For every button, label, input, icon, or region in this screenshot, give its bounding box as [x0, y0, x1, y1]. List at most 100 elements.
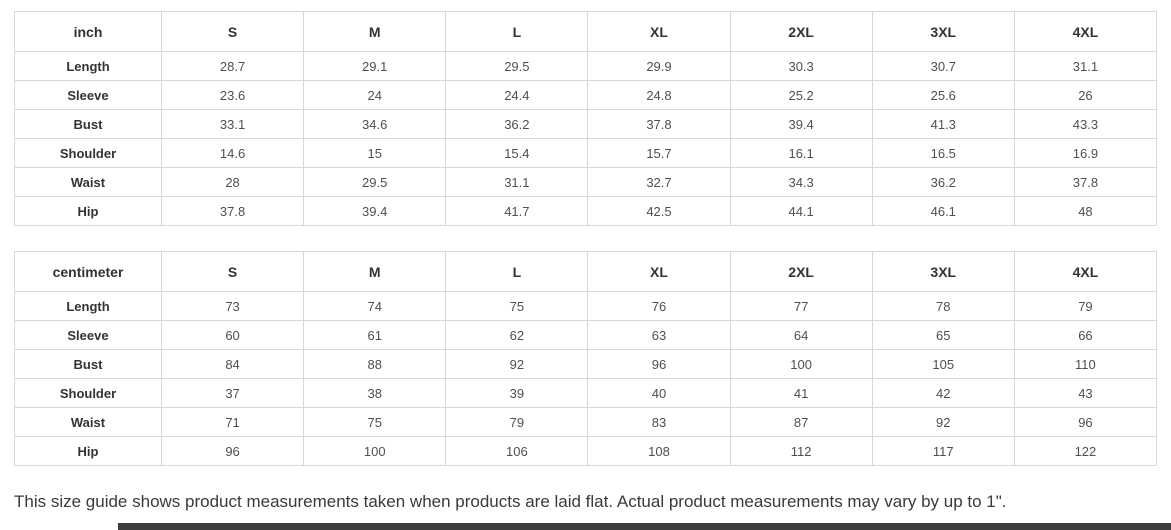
value-cell: 65: [871, 320, 1015, 350]
value-cell: 29.1: [303, 51, 447, 81]
value-cell: 36.2: [871, 167, 1015, 197]
measurement-row: Hip 96 100 106 108 112 117 122: [14, 436, 1158, 466]
value-cell: 79: [1013, 291, 1158, 321]
value-cell: 41: [729, 378, 873, 408]
value-cell: 46.1: [871, 196, 1015, 226]
value-cell: 39.4: [729, 109, 873, 139]
measurement-row: Waist 71 75 79 83 87 92 96: [14, 407, 1158, 437]
value-cell: 28: [160, 167, 305, 197]
value-cell: 48: [1013, 196, 1158, 226]
measurement-row: Shoulder 37 38 39 40 41 42 43: [14, 378, 1158, 408]
measurement-row: Bust 33.1 34.6 36.2 37.8 39.4 41.3 43.3: [14, 109, 1158, 139]
value-cell: 73: [160, 291, 305, 321]
size-column-header: L: [445, 251, 589, 292]
value-cell: 96: [1013, 407, 1158, 437]
measurement-row: Length 28.7 29.1 29.5 29.9 30.3 30.7 31.1: [14, 51, 1158, 81]
value-cell: 40: [587, 378, 731, 408]
value-cell: 29.5: [303, 167, 447, 197]
value-cell: 43.3: [1013, 109, 1158, 139]
unit-header-cell: centimeter: [14, 251, 162, 292]
value-cell: 37.8: [1013, 167, 1158, 197]
size-column-header: M: [303, 11, 447, 52]
value-cell: 37: [160, 378, 305, 408]
value-cell: 24.8: [587, 80, 731, 110]
value-cell: 16.5: [871, 138, 1015, 168]
value-cell: 16.1: [729, 138, 873, 168]
value-cell: 84: [160, 349, 305, 379]
size-table-inch: inch S M L XL 2XL 3XL 4XL Length 28.7 29.1 29.5 29.9…: [14, 11, 1158, 226]
row-label-cell: Shoulder: [14, 378, 162, 408]
value-cell: 42: [871, 378, 1015, 408]
value-cell: 76: [587, 291, 731, 321]
value-cell: 25.2: [729, 80, 873, 110]
row-label-cell: Bust: [14, 349, 162, 379]
size-column-header: M: [303, 251, 447, 292]
value-cell: 39: [445, 378, 589, 408]
row-label-cell: Hip: [14, 436, 162, 466]
value-cell: 62: [445, 320, 589, 350]
size-column-header: XL: [587, 11, 731, 52]
value-cell: 100: [303, 436, 447, 466]
value-cell: 15.7: [587, 138, 731, 168]
row-label-cell: Length: [14, 51, 162, 81]
value-cell: 87: [729, 407, 873, 437]
size-column-header: S: [160, 251, 305, 292]
value-cell: 29.9: [587, 51, 731, 81]
value-cell: 41.3: [871, 109, 1015, 139]
value-cell: 71: [160, 407, 305, 437]
measurement-row: Waist 28 29.5 31.1 32.7 34.3 36.2 37.8: [14, 167, 1158, 197]
row-label-cell: Shoulder: [14, 138, 162, 168]
value-cell: 74: [303, 291, 447, 321]
size-guide-page: inch S M L XL 2XL 3XL 4XL Length 28.7 29.1 29.5 29.9…: [14, 11, 1158, 511]
value-cell: 64: [729, 320, 873, 350]
measurement-row: Hip 37.8 39.4 41.7 42.5 44.1 46.1 48: [14, 196, 1158, 226]
value-cell: 122: [1013, 436, 1158, 466]
value-cell: 75: [303, 407, 447, 437]
value-cell: 41.7: [445, 196, 589, 226]
measurement-row: Shoulder 14.6 15 15.4 15.7 16.1 16.5 16.9: [14, 138, 1158, 168]
size-column-header: 4XL: [1013, 251, 1158, 292]
row-label-cell: Hip: [14, 196, 162, 226]
size-table-centimeter: centimeter S M L XL 2XL 3XL 4XL Length 73 74 75 76 77…: [14, 251, 1158, 466]
value-cell: 26: [1013, 80, 1158, 110]
measurement-row: Sleeve 23.6 24 24.4 24.8 25.2 25.6 26: [14, 80, 1158, 110]
measurement-row: Length 73 74 75 76 77 78 79: [14, 291, 1158, 321]
size-column-header: S: [160, 11, 305, 52]
value-cell: 43: [1013, 378, 1158, 408]
value-cell: 15.4: [445, 138, 589, 168]
unit-header-cell: inch: [14, 11, 162, 52]
row-label-cell: Waist: [14, 407, 162, 437]
value-cell: 60: [160, 320, 305, 350]
value-cell: 24: [303, 80, 447, 110]
row-label-cell: Bust: [14, 109, 162, 139]
value-cell: 63: [587, 320, 731, 350]
size-column-header: 2XL: [729, 251, 873, 292]
size-column-header: L: [445, 11, 589, 52]
value-cell: 32.7: [587, 167, 731, 197]
value-cell: 36.2: [445, 109, 589, 139]
size-table-header-row: centimeter S M L XL 2XL 3XL 4XL: [14, 251, 1158, 292]
value-cell: 106: [445, 436, 589, 466]
size-table-header-row: inch S M L XL 2XL 3XL 4XL: [14, 11, 1158, 52]
value-cell: 112: [729, 436, 873, 466]
value-cell: 30.3: [729, 51, 873, 81]
value-cell: 75: [445, 291, 589, 321]
value-cell: 37.8: [587, 109, 731, 139]
value-cell: 29.5: [445, 51, 589, 81]
value-cell: 14.6: [160, 138, 305, 168]
value-cell: 78: [871, 291, 1015, 321]
value-cell: 34.6: [303, 109, 447, 139]
value-cell: 30.7: [871, 51, 1015, 81]
value-cell: 15: [303, 138, 447, 168]
value-cell: 38: [303, 378, 447, 408]
value-cell: 24.4: [445, 80, 589, 110]
value-cell: 61: [303, 320, 447, 350]
row-label-cell: Sleeve: [14, 320, 162, 350]
value-cell: 31.1: [1013, 51, 1158, 81]
row-label-cell: Length: [14, 291, 162, 321]
bottom-bar: [118, 523, 1171, 530]
value-cell: 34.3: [729, 167, 873, 197]
value-cell: 96: [160, 436, 305, 466]
value-cell: 66: [1013, 320, 1158, 350]
value-cell: 25.6: [871, 80, 1015, 110]
